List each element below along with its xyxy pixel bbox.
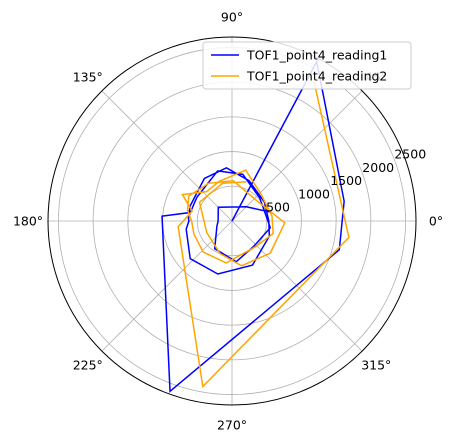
radial-tick-1000: 1000: [298, 186, 330, 201]
angle-tick-135: 135°: [73, 69, 103, 84]
series-layer: [161, 59, 350, 393]
series-line-2: [177, 79, 350, 389]
radial-tick-2000: 2000: [362, 160, 394, 175]
series-line-1: [161, 59, 345, 393]
radial-tick-500: 500: [266, 200, 290, 215]
polar-frame: [47, 36, 417, 406]
legend-box: [202, 41, 412, 90]
angle-tick-0: 0°: [429, 214, 443, 229]
radial-tick-2500: 2500: [394, 147, 426, 162]
legend-label-1: TOF1_point4_reading1: [246, 48, 387, 63]
angle-tick-180: 180°: [13, 214, 43, 229]
angle-tick-90: 90°: [221, 10, 243, 25]
radial-tick-1500: 1500: [330, 173, 362, 188]
legend-label-2: TOF1_point4_reading2: [246, 69, 387, 84]
angle-tick-labels: 0°45°90°135°180°225°270°315°: [13, 10, 443, 433]
grid-spoke-225: [101, 220, 233, 352]
legend: TOF1_point4_reading1 TOF1_point4_reading2: [202, 41, 412, 90]
angle-tick-225: 225°: [73, 358, 103, 373]
angle-tick-315: 315°: [361, 358, 391, 373]
grid-spoke-45: [231, 90, 363, 222]
grid-spoke-135: [101, 90, 233, 222]
grid-layer: [47, 36, 417, 406]
angle-tick-270: 270°: [217, 418, 247, 433]
